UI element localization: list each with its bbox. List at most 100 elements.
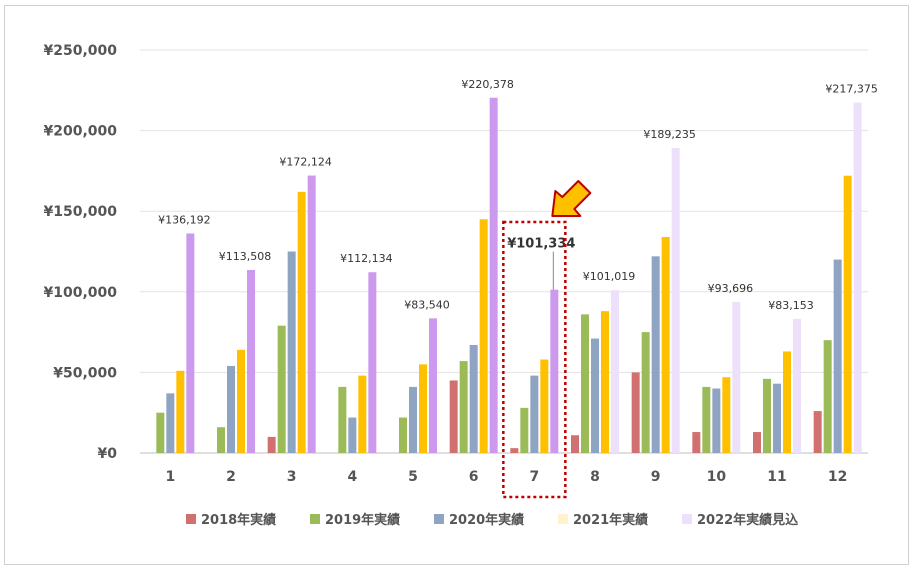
chart-frame [4,5,909,565]
bar [429,318,437,453]
bar [763,378,771,453]
x-tick-label: 11 [767,469,786,485]
bar [156,412,165,453]
bar [773,383,781,453]
x-tick-label: 9 [651,469,661,485]
data-label: ¥83,153 [768,299,814,312]
y-tick-label: ¥200,000 [43,124,117,140]
x-tick-label: 8 [590,469,600,485]
bar [419,364,427,453]
x-tick-label: 12 [828,469,847,485]
arrow-icon [551,180,592,217]
bar [237,349,245,453]
bar [550,289,559,453]
bar [409,386,417,453]
bar [297,191,306,453]
x-tick-label: 5 [408,469,418,485]
bar [217,427,225,453]
bar [307,175,316,453]
bar [793,318,801,453]
bar [520,407,529,453]
bar [338,386,347,453]
data-label: ¥220,378 [461,78,514,91]
bar [732,301,741,453]
bar [833,259,842,453]
data-label: ¥101,019 [583,270,636,283]
data-label: ¥101,334 [507,237,575,252]
x-tick-label: 2 [226,469,236,485]
data-label: ¥113,508 [219,250,272,263]
bar [277,325,286,453]
bar [692,432,701,453]
bar [247,270,255,453]
bar [651,256,660,453]
bar [227,365,235,453]
bar [702,386,711,453]
y-tick-label: ¥250,000 [43,43,117,59]
bar [459,361,468,453]
bar [186,233,195,453]
data-label: ¥172,124 [279,156,332,169]
data-label: ¥189,235 [643,128,696,141]
bar [489,97,498,453]
bar [661,236,670,453]
bar [469,344,478,453]
x-tick-label: 3 [287,469,297,485]
highlight-box [502,220,567,499]
legend-swatch [682,514,692,524]
bar [722,377,731,453]
x-tick-label: 6 [469,469,479,485]
y-tick-label: ¥100,000 [43,285,117,301]
bar [540,359,549,453]
bar [611,290,619,453]
bar [843,175,852,453]
bar [712,388,721,453]
bar [287,251,296,453]
y-tick-label: ¥150,000 [43,204,117,220]
legend-label: 2018年実績 [201,512,276,528]
x-tick-label: 7 [529,469,539,485]
bar [581,314,589,453]
bar [449,380,458,453]
bar [641,332,650,453]
bar [267,436,276,453]
bar [530,375,539,453]
legend-swatch [558,514,568,524]
bar [753,432,761,453]
legend-label: 2022年実績見込 [697,512,799,528]
bar [823,340,832,453]
legend-label: 2021年実績 [573,512,648,528]
bar [631,372,640,453]
bar [813,411,822,453]
bar [348,417,357,453]
bar [671,147,680,453]
data-label: ¥112,134 [340,252,393,265]
y-tick-label: ¥50,000 [53,365,117,381]
data-label: ¥93,696 [708,282,754,295]
legend-label: 2019年実績 [325,512,400,528]
bar [783,351,791,453]
bar [166,393,175,453]
legend-swatch [186,514,196,524]
bar [571,435,579,453]
bar [479,219,488,453]
data-label: ¥83,540 [404,298,450,311]
data-label: ¥217,375 [825,83,878,96]
x-tick-label: 10 [707,469,727,485]
bar [368,272,377,453]
legend-label: 2020年実績 [449,512,524,528]
bar [399,417,407,453]
legend-swatch [434,514,444,524]
y-tick-label: ¥0 [98,446,118,462]
bar [358,375,367,453]
x-tick-label: 1 [165,469,175,485]
bar [601,311,609,453]
x-tick-label: 4 [347,469,357,485]
bar [510,448,519,453]
bar [591,338,599,453]
bar [853,102,862,454]
data-label: ¥136,192 [158,213,211,226]
legend-swatch [310,514,320,524]
bar [176,370,185,453]
